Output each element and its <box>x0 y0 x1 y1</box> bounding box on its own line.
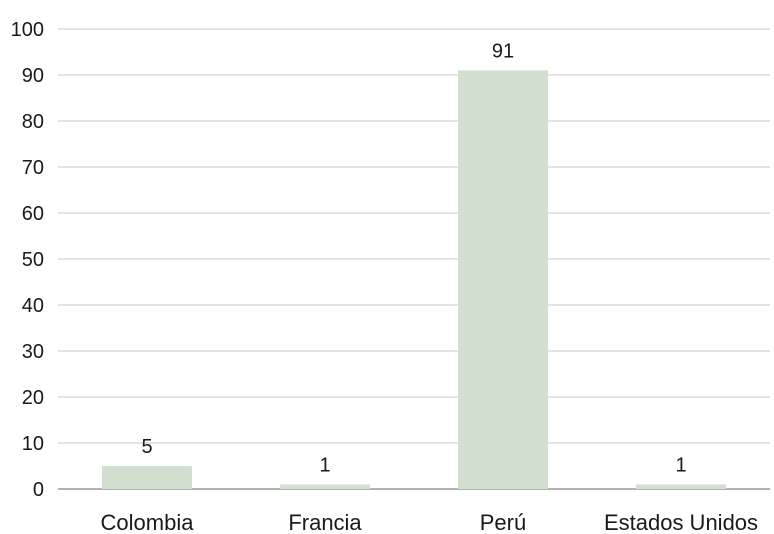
y-tick-label: 20 <box>22 387 44 409</box>
y-tick-label: 90 <box>22 65 44 87</box>
bar-francia <box>280 484 370 489</box>
bar-value-label: 5 <box>141 436 152 458</box>
y-tick-label: 0 <box>33 479 44 501</box>
bar-colombia <box>102 466 192 489</box>
y-tick-label: 40 <box>22 295 44 317</box>
y-tick-label: 10 <box>22 433 44 455</box>
x-category-label: Perú <box>480 510 526 534</box>
bar-value-label: 1 <box>675 454 686 476</box>
bar-estados-unidos <box>636 484 726 489</box>
y-tick-label: 50 <box>22 249 44 271</box>
y-tick-label: 100 <box>11 19 44 41</box>
x-category-label: Colombia <box>101 510 195 534</box>
x-category-label: Francia <box>288 510 362 534</box>
x-category-label: Estados Unidos <box>604 510 758 534</box>
bar-value-label: 91 <box>492 40 514 62</box>
y-tick-label: 80 <box>22 111 44 133</box>
bars <box>102 70 726 490</box>
y-tick-label: 30 <box>22 341 44 363</box>
bar-value-labels: 5 1 91 1 <box>141 40 686 476</box>
y-tick-label: 60 <box>22 203 44 225</box>
gridlines <box>58 28 770 490</box>
bar-value-label: 1 <box>319 454 330 476</box>
x-axis-category-labels: Colombia Francia Perú Estados Unidos <box>101 510 759 534</box>
bar-perú <box>458 70 548 490</box>
y-tick-label: 70 <box>22 157 44 179</box>
y-axis-ticks: 0 10 20 30 40 50 60 70 80 90 100 <box>11 19 44 501</box>
